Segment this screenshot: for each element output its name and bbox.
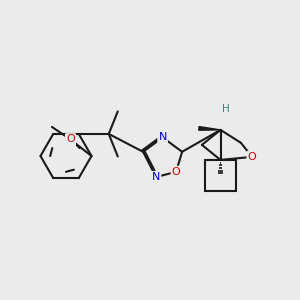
- Text: O: O: [66, 134, 75, 145]
- Text: O: O: [172, 167, 181, 177]
- Polygon shape: [199, 127, 220, 130]
- Text: H: H: [222, 104, 230, 114]
- Text: N: N: [152, 172, 160, 182]
- Text: O: O: [66, 134, 75, 145]
- Text: N: N: [158, 132, 167, 142]
- Text: O: O: [248, 152, 256, 162]
